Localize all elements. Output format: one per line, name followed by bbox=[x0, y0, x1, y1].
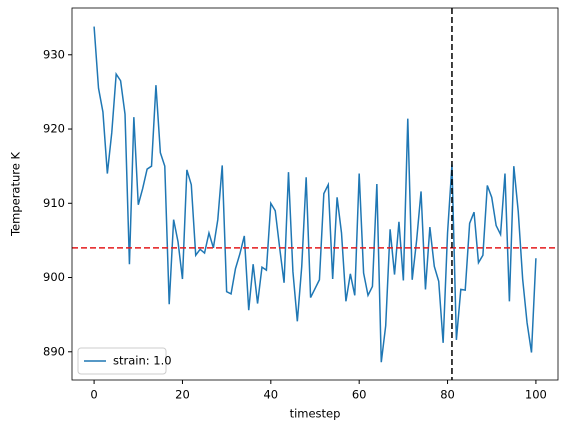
plot-frame bbox=[71, 7, 559, 381]
x-tick-label: 0 bbox=[90, 388, 97, 402]
x-tick-label: 40 bbox=[263, 388, 278, 402]
legend-box bbox=[77, 347, 167, 375]
y-tick-label: 920 bbox=[43, 122, 65, 136]
x-tick-label: 60 bbox=[352, 388, 367, 402]
series-line bbox=[93, 26, 537, 363]
x-axis-label: timestep bbox=[290, 407, 341, 421]
y-axis-label: Temperature K bbox=[9, 152, 23, 238]
y-tick-label: 900 bbox=[43, 270, 65, 284]
x-tick-label: 100 bbox=[525, 388, 547, 402]
y-tick-label: 930 bbox=[43, 47, 65, 61]
y-tick-label: 910 bbox=[43, 196, 65, 210]
y-tick-label: 890 bbox=[43, 344, 65, 358]
x-tick-label: 20 bbox=[175, 388, 190, 402]
legend-label: strain: 1.0 bbox=[113, 354, 172, 368]
x-tick-label: 80 bbox=[440, 388, 455, 402]
